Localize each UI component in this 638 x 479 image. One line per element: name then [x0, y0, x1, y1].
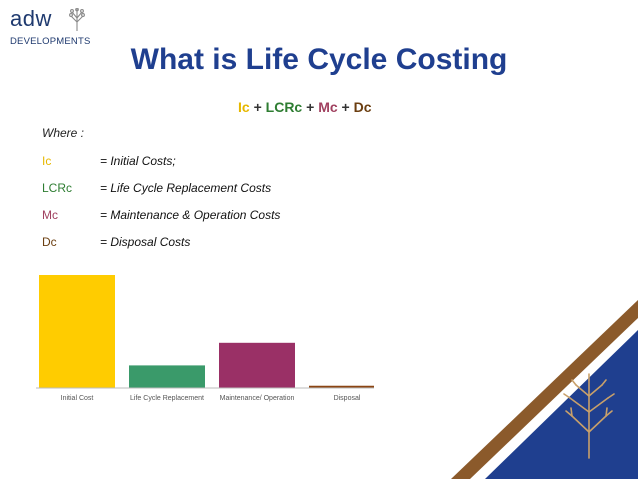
definition-desc: = Life Cycle Replacement Costs [100, 181, 272, 195]
formula-term-ic: Ic [238, 99, 250, 115]
formula: Ic + LCRc + Mc + Dc [238, 98, 372, 116]
bar-0 [39, 275, 115, 388]
definition-abbr: Mc [42, 208, 58, 222]
blue-corner-panel [485, 330, 638, 479]
definition-desc: = Disposal Costs [100, 235, 191, 249]
formula-plus: + [249, 99, 266, 115]
definition-desc: = Initial Costs; [100, 154, 176, 168]
logo-subtitle: DEVELOPMENTS [10, 36, 91, 47]
bar-3 [309, 385, 374, 388]
diagonal-stripe [451, 300, 638, 479]
tree-icon [69, 8, 85, 31]
bar-1 [129, 365, 205, 388]
formula-plus: + [337, 99, 354, 115]
cost-bar-chart: Initial Cost Life Cycle Replacement Mainte… [36, 275, 374, 402]
definition-abbr: LCRc [42, 181, 73, 195]
formula-term-dc: Dc [353, 99, 372, 115]
definition-abbr: Dc [42, 235, 57, 249]
where-label: Where : [42, 126, 85, 140]
tree-icon [563, 373, 615, 459]
category-label: Life Cycle Replacement [130, 395, 204, 402]
formula-term-lcrc: LCRc [265, 99, 303, 115]
definition-desc: = Maintenance & Operation Costs [100, 208, 281, 222]
category-label: Initial Cost [61, 395, 94, 402]
logo-wordmark: adw [10, 6, 52, 31]
definition-abbr: Ic [42, 154, 52, 168]
formula-term-mc: Mc [318, 99, 338, 115]
bar-2 [219, 342, 295, 388]
formula-plus: + [302, 99, 319, 115]
category-label: Maintenance/ Operation [220, 395, 295, 402]
slide-title: What is Life Cycle Costing [130, 43, 508, 76]
logo: adw DEVELOPMENTS [10, 8, 98, 50]
category-label: Disposal [334, 395, 361, 402]
